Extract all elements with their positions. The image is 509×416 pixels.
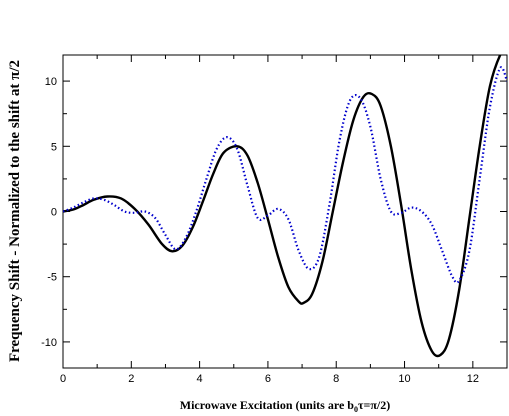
y-axis-label: Frequency Shift - Normalized to the shif… bbox=[7, 60, 23, 362]
x-tick-label: 0 bbox=[60, 373, 66, 385]
x-tick-label: 6 bbox=[265, 373, 271, 385]
x-axis-label-subscript: 0 bbox=[354, 405, 358, 414]
axis-tick-labels: 0 2 4 6 8 10 12 -10 -5 0 5 10 bbox=[41, 76, 479, 385]
x-tick-label: 4 bbox=[197, 373, 203, 385]
y-tick-label: 10 bbox=[45, 76, 57, 88]
x-tick-label: 12 bbox=[467, 373, 479, 385]
axis-ticks bbox=[62, 55, 507, 368]
plot-frame bbox=[62, 54, 508, 369]
series-solid-line bbox=[63, 55, 502, 358]
y-tick-label: -10 bbox=[41, 337, 57, 349]
x-axis-label-suffix: τ=π/2) bbox=[358, 398, 390, 412]
x-tick-label: 8 bbox=[333, 373, 339, 385]
y-tick-label: 0 bbox=[51, 207, 57, 219]
series-dotted-line bbox=[63, 66, 507, 284]
x-tick-label: 10 bbox=[398, 373, 410, 385]
series-group bbox=[63, 55, 507, 358]
y-tick-label: -5 bbox=[47, 272, 57, 284]
y-tick-label: 5 bbox=[51, 141, 57, 153]
x-axis-label: Microwave Excitation (units are b0τ=π/2) bbox=[180, 398, 391, 414]
x-axis-label-prefix: Microwave Excitation (units are b bbox=[180, 398, 355, 412]
x-tick-label: 2 bbox=[128, 373, 134, 385]
